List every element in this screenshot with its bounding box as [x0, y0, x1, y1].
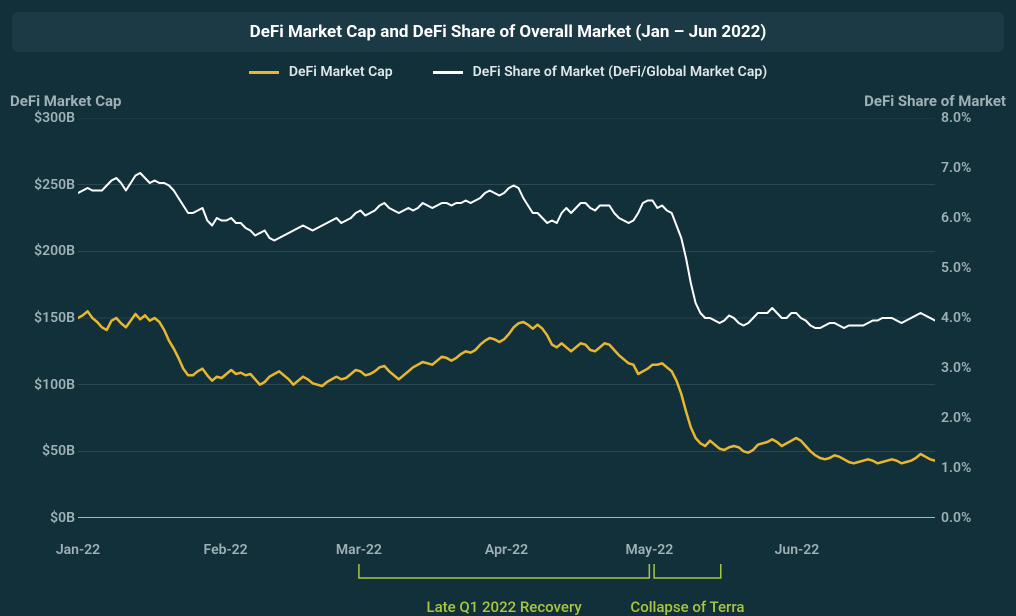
y-left-label: $50B	[20, 443, 75, 459]
series-defi-cap	[78, 311, 935, 463]
legend-swatch-share	[433, 71, 463, 74]
x-axis-label: Jan-22	[56, 542, 100, 558]
x-axis-label: Mar-22	[336, 542, 382, 558]
page: DeFi Market Cap and DeFi Share of Overal…	[0, 0, 1016, 613]
y-right-label: 4.0%	[941, 310, 996, 326]
legend-item-cap: DeFi Market Cap	[249, 64, 393, 80]
legend-label-share: DeFi Share of Market (DeFi/Global Market…	[473, 64, 767, 80]
annotation-label: Late Q1 2022 Recovery	[426, 598, 581, 616]
legend-swatch-cap	[249, 71, 279, 74]
y-right-title: DeFi Share of Market	[864, 92, 1006, 110]
y-right-label: 6.0%	[941, 210, 996, 226]
annotation-label: Collapse of Terra	[630, 598, 744, 616]
y-left-label: $0B	[20, 510, 75, 526]
plot-area	[78, 118, 935, 518]
x-axis-label: Jun-22	[775, 542, 820, 558]
series-defi-share	[78, 173, 935, 328]
legend-label-cap: DeFi Market Cap	[289, 64, 393, 80]
legend-item-share: DeFi Share of Market (DeFi/Global Market…	[433, 64, 767, 80]
x-axis-label: Feb-22	[204, 542, 248, 558]
y-left-label: $300B	[20, 110, 75, 126]
y-left-label: $200B	[20, 243, 75, 259]
y-left-label: $100B	[20, 377, 75, 393]
y-right-label: 8.0%	[941, 110, 996, 126]
y-right-label: 5.0%	[941, 260, 996, 276]
y-right-label: 0.0%	[941, 510, 996, 526]
x-axis-label: May-22	[625, 542, 673, 558]
y-right-label: 3.0%	[941, 360, 996, 376]
y-right-label: 7.0%	[941, 160, 996, 176]
y-left-title: DeFi Market Cap	[10, 92, 121, 110]
chart-title-bar: DeFi Market Cap and DeFi Share of Overal…	[12, 12, 1004, 52]
chart-title: DeFi Market Cap and DeFi Share of Overal…	[250, 22, 767, 42]
y-right-label: 1.0%	[941, 460, 996, 476]
legend: DeFi Market Cap DeFi Share of Market (De…	[0, 64, 1016, 80]
x-axis-label: Apr-22	[485, 542, 528, 558]
y-right-label: 2.0%	[941, 410, 996, 426]
y-left-label: $250B	[20, 177, 75, 193]
y-left-label: $150B	[20, 310, 75, 326]
